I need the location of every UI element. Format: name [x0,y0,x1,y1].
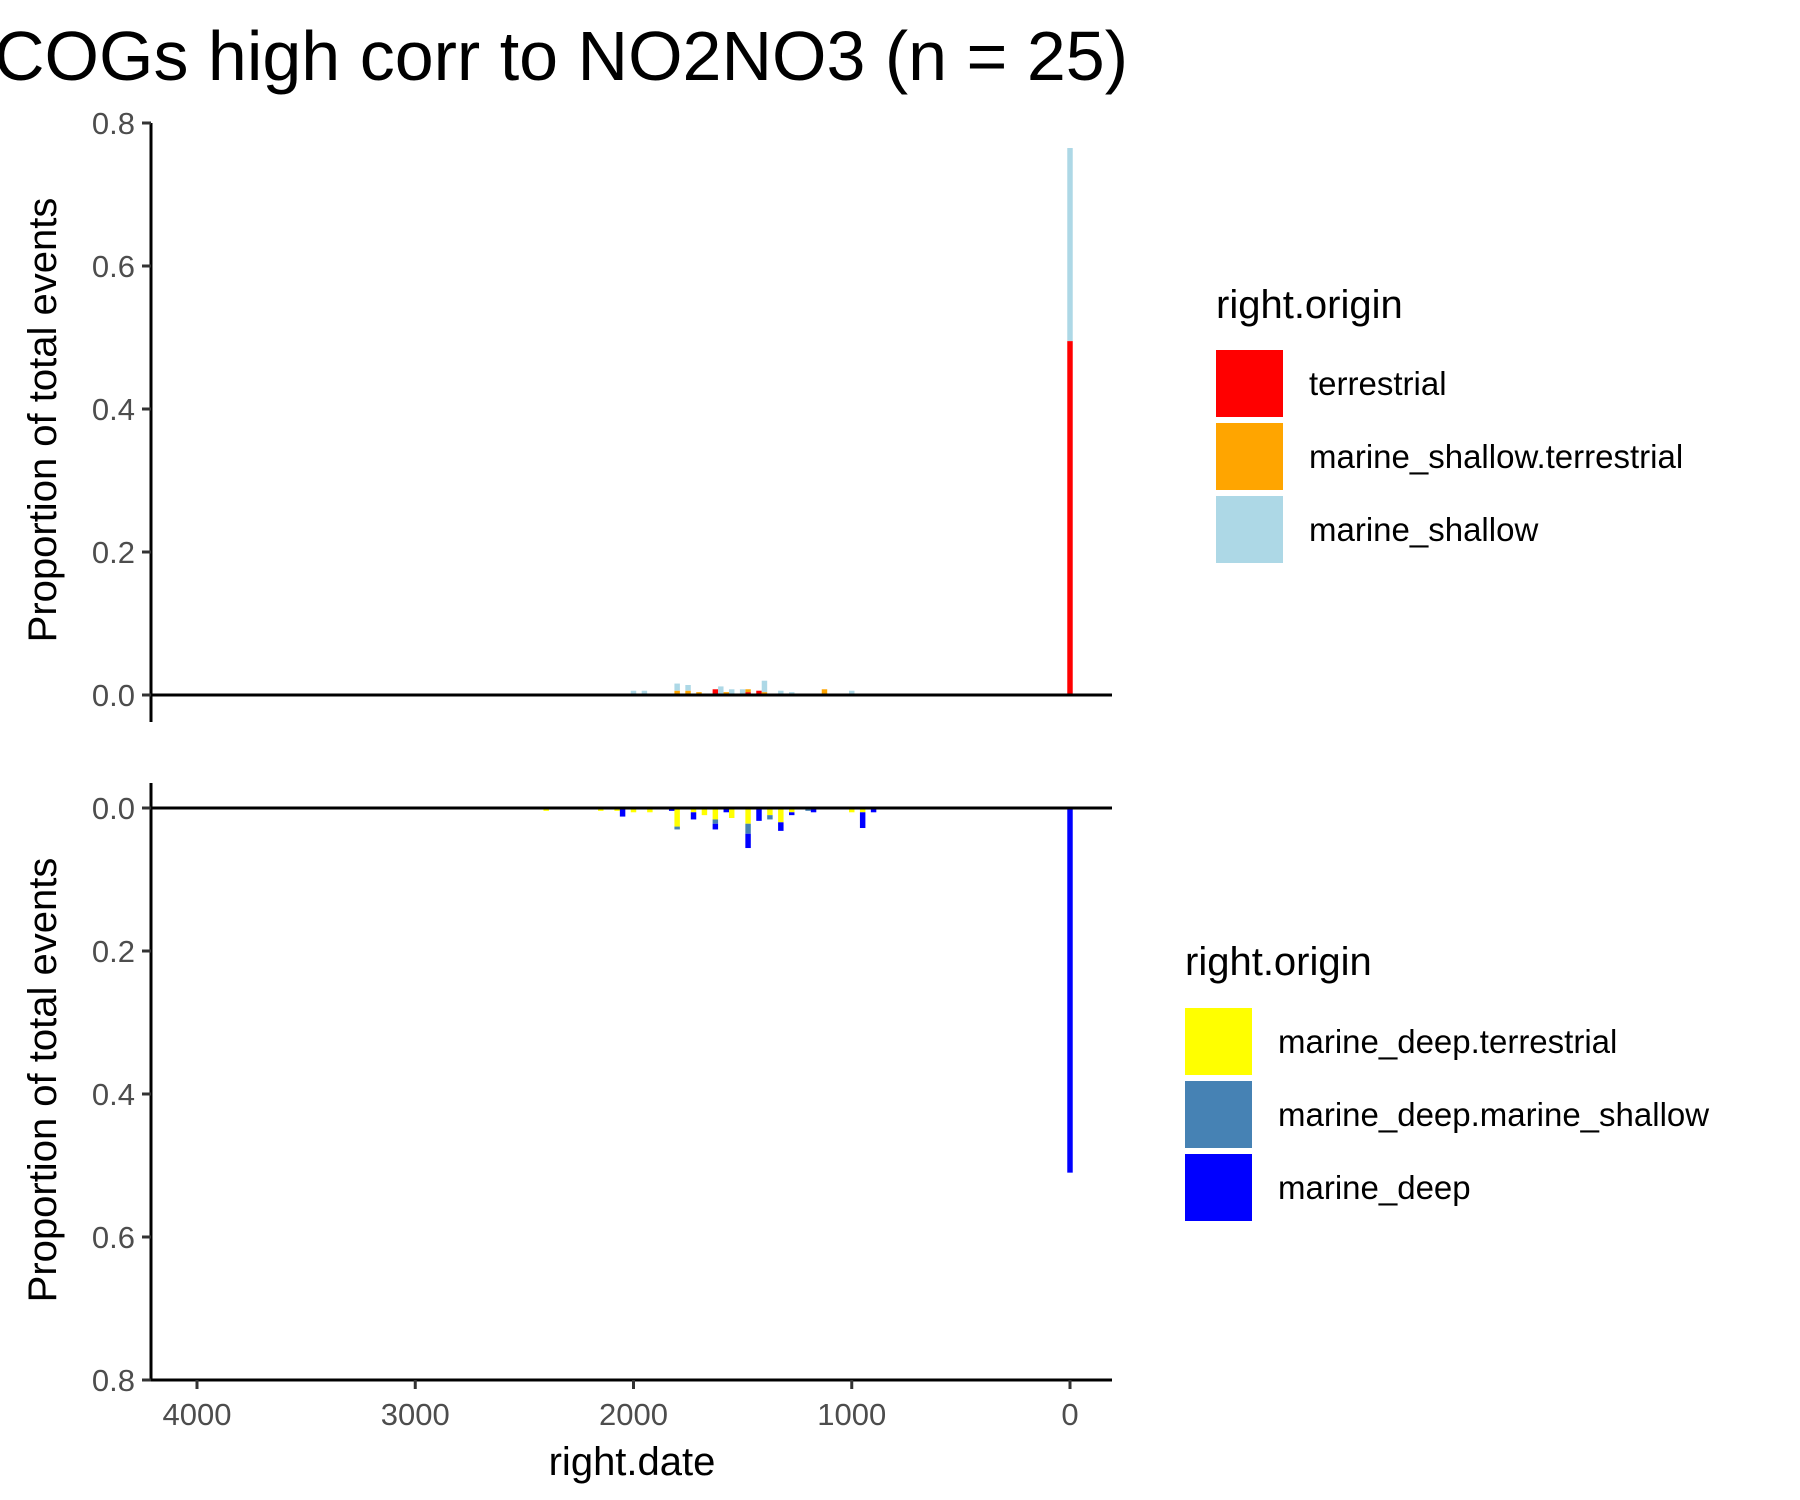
bottom-bar-marine_deep.terrestrial [767,808,773,816]
bottom-y-tick-label: 0.4 [92,1077,135,1112]
bottom-bars [488,808,1073,1173]
top-bar-marine_shallow.terrestrial [685,690,691,695]
top-y-axis-title: Proportion of total events [21,198,65,643]
top-bar-terrestrial [1067,341,1073,695]
top-y-tick-label: 0.6 [92,249,135,284]
bottom-bar-marine_deep [870,808,877,813]
bottom-y-tick-label: 0.6 [92,1220,135,1255]
top-bar-marine_shallow [718,686,724,695]
bottom-bar-marine_deep [810,808,817,813]
bottom-bar-marine_deep.terrestrial [789,808,795,813]
bottom-bar-marine_deep.terrestrial [630,808,637,813]
bottom-bar-marine_deep [723,808,729,813]
top-y-tick-label: 0.8 [92,106,135,141]
x-tick-label: 0 [1061,1397,1078,1432]
top-y-tick-label: 0.4 [92,392,135,427]
bottom-bar-marine_deep [619,808,626,817]
top-bar-marine_shallow.terrestrial [745,689,751,693]
legend-key-marine_shallow [1216,496,1283,563]
bottom-bar-marine_deep.terrestrial [712,808,719,820]
legend-top: right.origin terrestrial marine_shallow.t… [1216,283,1683,563]
top-bar-marine_shallow [674,683,680,691]
bottom-bar-marine_deep.marine_shallow [674,826,680,830]
top-bar-marine_shallow [778,690,784,695]
bottom-bar-marine_deep [712,823,719,830]
x-tick-label: 4000 [163,1397,232,1432]
legend-key-marine_shallow.terrestrial [1216,423,1283,490]
bottom-bar-marine_deep [859,812,866,829]
top-bar-marine_shallow [761,680,768,693]
top-bar-marine_shallow [1067,148,1073,342]
top-bar-terrestrial [712,689,719,695]
bottom-bar-marine_deep.terrestrial [778,808,784,823]
top-bar-marine_shallow [630,690,637,695]
legend-label-marine_deep.terrestrial: marine_deep.terrestrial [1278,1023,1617,1060]
legend-key-terrestrial [1216,350,1283,417]
legend-key-marine_deep [1185,1154,1252,1221]
x-tick-label: 1000 [817,1397,886,1432]
top-bar-marine_shallow [728,689,735,695]
legend-top-title: right.origin [1216,283,1403,327]
panel-bottom: 0.0 0.2 0.4 0.6 0.8 4000 3000 2000 1000 0 Propor… [21,783,1112,1484]
bottom-bar-marine_deep [1067,808,1073,1173]
bottom-bar-marine_deep.marine_shallow [712,819,719,824]
bottom-y-tick-label: 0.2 [92,934,135,969]
top-y-tick-label: 0.0 [92,678,135,713]
chart-title: COGs high corr to NO2NO3 (n = 25) [0,17,1128,95]
bottom-bar-marine_deep.terrestrial [849,808,855,813]
top-bar-marine_shallow.terrestrial [674,690,680,695]
bottom-bar-marine_deep.terrestrial [674,808,680,827]
bottom-bar-marine_deep.terrestrial [728,808,735,819]
top-y-tick-label: 0.2 [92,535,135,570]
bottom-bar-marine_deep.terrestrial [647,808,653,813]
bottom-y-tick-label: 0.0 [92,791,135,826]
legend-label-marine_shallow: marine_shallow [1309,511,1538,548]
bottom-bar-marine_deep.terrestrial [701,808,708,816]
bottom-bar-marine_deep [778,822,784,831]
bottom-y-axis: 0.0 0.2 0.4 0.6 0.8 [92,783,1112,1398]
bottom-bar-marine_deep [690,812,697,820]
x-axis-title: right.date [549,1440,716,1484]
legend-key-marine_deep.marine_shallow [1185,1081,1252,1148]
x-axis: 4000 3000 2000 1000 0 [151,1378,1112,1432]
top-y-axis: 0.0 0.2 0.4 0.6 0.8 [92,106,1112,722]
bottom-bar-marine_deep [745,833,751,849]
top-bar-marine_shallow [641,690,648,695]
top-bars [630,148,1073,695]
top-bar-terrestrial [756,690,762,695]
panel-top: 0.0 0.2 0.4 0.6 0.8 Proportion of total even… [21,106,1112,722]
top-bar-marine_shallow.terrestrial [821,689,828,695]
legend-bottom: right.origin marine_deep.terrestrialmari… [1185,940,1709,1221]
bottom-bar-marine_deep.terrestrial [690,808,697,813]
legend-label-marine_shallow.terrestrial: marine_shallow.terrestrial [1309,438,1683,475]
legend-bottom-title: right.origin [1185,940,1372,984]
bottom-y-tick-label: 0.8 [92,1363,135,1398]
legend-label-terrestrial: terrestrial [1309,365,1447,402]
legend-key-marine_deep.terrestrial [1185,1008,1252,1075]
bottom-bar-marine_deep [756,808,762,821]
bottom-bar-marine_deep [789,812,795,816]
x-tick-label: 2000 [599,1397,668,1432]
top-bar-marine_shallow [849,690,855,695]
legend-label-marine_deep: marine_deep [1278,1169,1471,1206]
bottom-bar-marine_deep.marine_shallow [767,815,773,820]
top-bar-marine_shallow [685,684,691,691]
bottom-bar-marine_deep.marine_shallow [745,823,751,834]
top-bar-marine_shallow [739,689,746,695]
bottom-y-axis-title: Proportion of total events [21,858,65,1303]
legend-label-marine_deep.marine_shallow: marine_deep.marine_shallow [1278,1096,1709,1133]
bottom-bar-marine_deep.terrestrial [745,808,751,824]
x-tick-label: 3000 [381,1397,450,1432]
bottom-bar-marine_deep.terrestrial [859,808,866,813]
